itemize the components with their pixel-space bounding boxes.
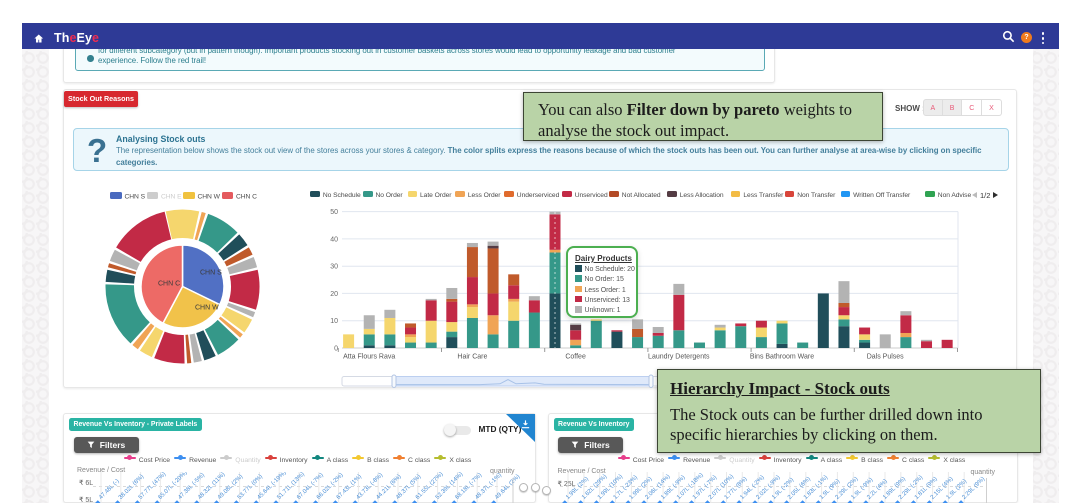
svg-text:30: 30 <box>330 264 338 271</box>
svg-text:Atta Flours Rava: Atta Flours Rava <box>343 354 395 361</box>
svg-text:Coffee: Coffee <box>565 354 586 361</box>
svg-text:Bins Bathroom Ware: Bins Bathroom Ware <box>750 354 814 361</box>
svg-text:50: 50 <box>330 209 338 216</box>
svg-text:Laundry Detergents: Laundry Detergents <box>648 354 710 361</box>
svg-text:CHN S: CHN S <box>200 270 222 277</box>
svg-text:CHN C: CHN C <box>158 281 180 288</box>
svg-text:Hair Care: Hair Care <box>457 354 487 361</box>
svg-text:47.48L (-): 47.48L (-) <box>98 478 120 500</box>
svg-text:Dals Pulses: Dals Pulses <box>867 354 904 361</box>
svg-text:10: 10 <box>330 318 338 325</box>
svg-text:0: 0 <box>334 346 338 353</box>
svg-text:CHN W: CHN W <box>195 305 219 312</box>
svg-text:20: 20 <box>330 291 338 298</box>
svg-text:40: 40 <box>330 236 338 243</box>
